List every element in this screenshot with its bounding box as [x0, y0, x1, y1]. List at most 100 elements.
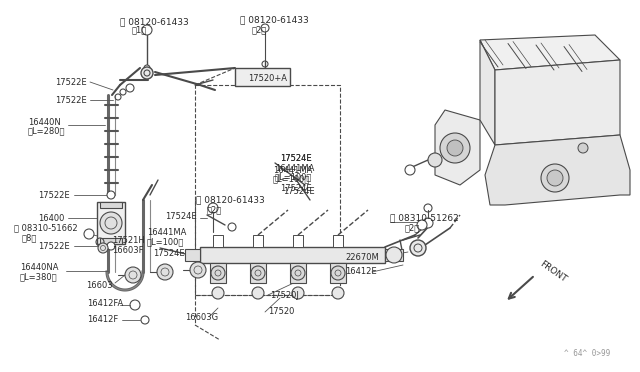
Text: 16441MA: 16441MA: [147, 228, 186, 237]
Text: （8）: （8）: [22, 234, 37, 243]
Text: 17521H: 17521H: [112, 235, 145, 244]
Bar: [210, 263, 226, 283]
Circle shape: [107, 191, 115, 199]
Text: 22670M: 22670M: [345, 253, 379, 263]
Text: 17522E: 17522E: [38, 190, 70, 199]
Text: 17524E: 17524E: [165, 212, 196, 221]
Circle shape: [100, 212, 122, 234]
Circle shape: [144, 65, 150, 71]
Polygon shape: [480, 40, 495, 145]
Circle shape: [84, 229, 94, 239]
Circle shape: [332, 287, 344, 299]
Bar: [385, 249, 403, 261]
Circle shape: [211, 266, 225, 280]
Text: 17520J: 17520J: [270, 292, 299, 301]
Bar: [100, 202, 122, 208]
Text: 17520+A: 17520+A: [248, 74, 287, 83]
Text: 16412E: 16412E: [345, 267, 376, 276]
Text: Ⓢ 08310-51662: Ⓢ 08310-51662: [14, 224, 77, 232]
Text: 16603: 16603: [86, 280, 113, 289]
Circle shape: [98, 243, 108, 253]
Text: 17524E: 17524E: [283, 186, 315, 196]
Bar: [100, 238, 122, 244]
Text: （L=380）: （L=380）: [20, 273, 58, 282]
Circle shape: [261, 24, 269, 32]
Text: （1）: （1）: [132, 26, 147, 35]
Circle shape: [212, 287, 224, 299]
Text: Ⓑ 08120-61433: Ⓑ 08120-61433: [240, 16, 308, 25]
Bar: [253, 235, 263, 247]
Circle shape: [440, 133, 470, 163]
Text: Ⓑ 08120-61433: Ⓑ 08120-61433: [120, 17, 189, 26]
Polygon shape: [435, 110, 480, 185]
Bar: [250, 263, 266, 283]
Text: 16412F: 16412F: [87, 315, 118, 324]
Circle shape: [157, 264, 173, 280]
Text: （2）: （2）: [405, 224, 420, 232]
Bar: [290, 263, 306, 283]
Circle shape: [228, 223, 236, 231]
Circle shape: [292, 287, 304, 299]
Text: Ⓑ 08120-61433: Ⓑ 08120-61433: [196, 196, 265, 205]
Bar: [293, 235, 303, 247]
Circle shape: [447, 140, 463, 156]
Circle shape: [125, 267, 141, 283]
Text: 16440N: 16440N: [28, 118, 61, 126]
Circle shape: [578, 143, 588, 153]
Text: 16412FA: 16412FA: [87, 298, 124, 308]
Circle shape: [208, 203, 218, 213]
Circle shape: [190, 262, 206, 278]
Circle shape: [386, 247, 402, 263]
Text: 17524E: 17524E: [280, 183, 312, 192]
Polygon shape: [485, 135, 630, 205]
Text: 17524E: 17524E: [280, 154, 312, 163]
Text: FRONT: FRONT: [538, 260, 568, 285]
Circle shape: [417, 220, 427, 230]
Text: 16603F: 16603F: [112, 246, 143, 254]
Bar: [97, 202, 125, 244]
Circle shape: [251, 266, 265, 280]
Polygon shape: [480, 35, 620, 70]
Circle shape: [120, 89, 126, 95]
Text: （2）: （2）: [252, 26, 268, 35]
Circle shape: [547, 170, 563, 186]
Bar: [330, 263, 346, 283]
Text: 16603G: 16603G: [185, 314, 218, 323]
Circle shape: [291, 266, 305, 280]
Text: （L=100）: （L=100）: [275, 173, 312, 182]
Circle shape: [141, 67, 153, 79]
Bar: [200, 247, 385, 263]
Text: Ⓢ 08310-51262: Ⓢ 08310-51262: [390, 214, 459, 222]
Polygon shape: [495, 60, 620, 145]
Circle shape: [423, 218, 433, 228]
Text: 17524E: 17524E: [153, 250, 184, 259]
Circle shape: [252, 287, 264, 299]
Circle shape: [107, 242, 115, 250]
Circle shape: [142, 25, 152, 35]
Bar: [235, 68, 290, 86]
Text: 17522E: 17522E: [38, 241, 70, 250]
Text: 16441MA: 16441MA: [273, 166, 312, 174]
Circle shape: [405, 165, 415, 175]
Text: 17524E: 17524E: [280, 154, 312, 163]
Text: 17522E: 17522E: [55, 96, 86, 105]
Text: 16441MA: 16441MA: [275, 164, 314, 173]
Text: 16440NA: 16440NA: [20, 263, 58, 273]
Bar: [195, 85, 340, 295]
Circle shape: [410, 240, 426, 256]
Text: （L=100）: （L=100）: [147, 237, 184, 247]
Bar: [333, 235, 343, 247]
Text: 16400: 16400: [38, 214, 65, 222]
Text: （L=100）: （L=100）: [273, 174, 310, 183]
Circle shape: [428, 153, 442, 167]
Text: ^ 64^ 0>99: ^ 64^ 0>99: [564, 349, 610, 358]
Circle shape: [541, 164, 569, 192]
Text: （2）: （2）: [207, 205, 222, 215]
Text: 17522E: 17522E: [55, 77, 86, 87]
Circle shape: [126, 84, 134, 92]
Circle shape: [331, 266, 345, 280]
Bar: [185, 249, 200, 261]
Text: 17520: 17520: [268, 308, 294, 317]
Text: （L=280）: （L=280）: [28, 126, 65, 135]
Bar: [213, 235, 223, 247]
